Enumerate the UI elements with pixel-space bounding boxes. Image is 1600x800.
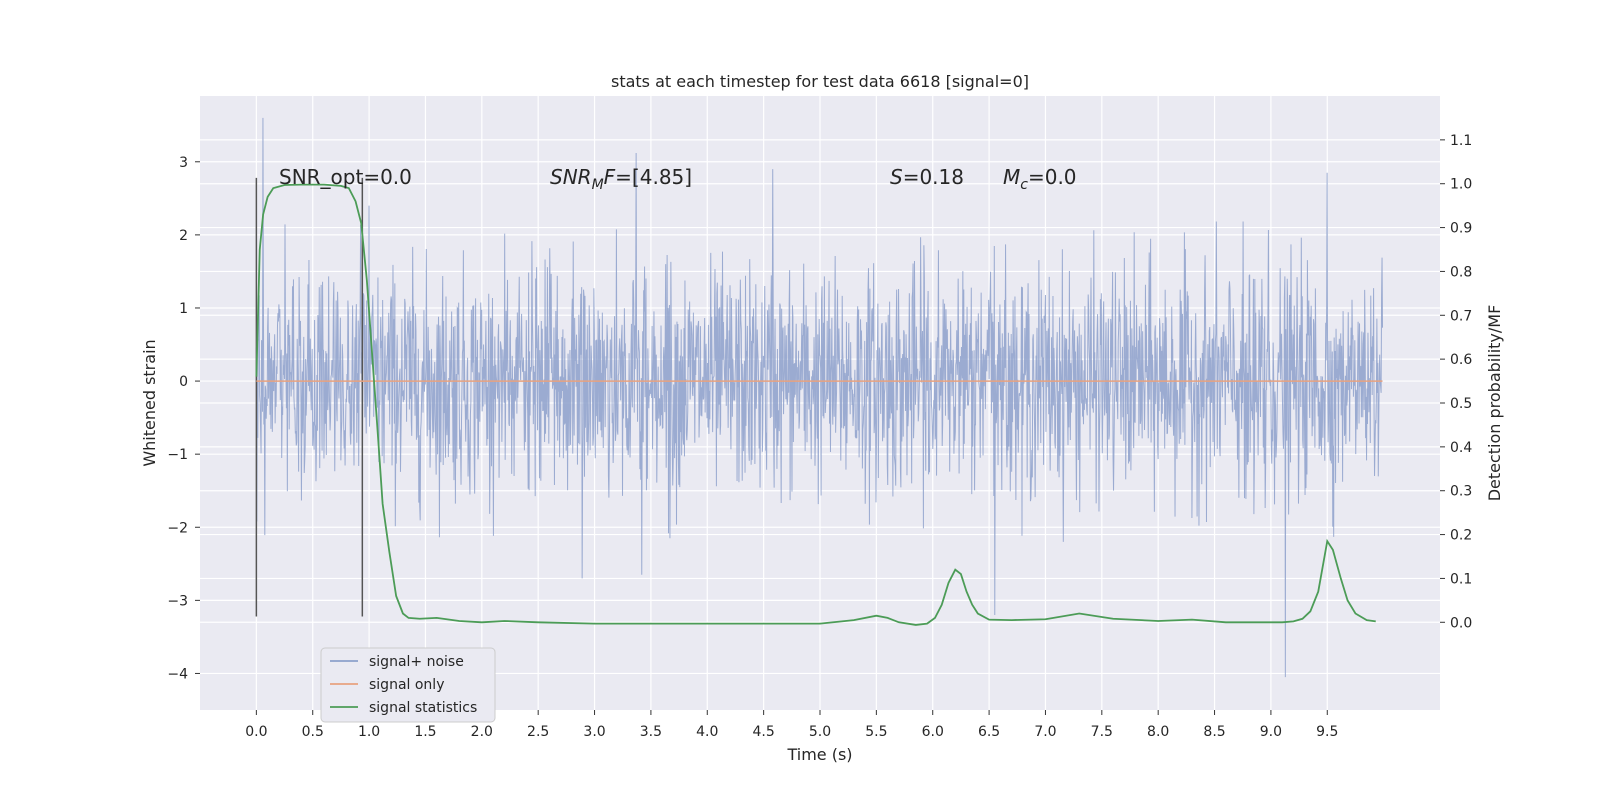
- x-tick-label: 9.5: [1316, 724, 1338, 740]
- y-right-tick-label: 1.1: [1450, 133, 1472, 149]
- y-right-tick-label: 0.2: [1450, 528, 1472, 544]
- annotation-mc: Mc=0.0: [1003, 165, 1077, 193]
- x-tick-label: 5.5: [865, 724, 887, 740]
- legend-label-signal-only: signal only: [369, 677, 444, 693]
- annotation-s: S=0.18: [890, 165, 964, 189]
- y-left-ticks: 3 2 1 0 −1 −2 −3 −4: [167, 155, 200, 682]
- x-tick-label: 4.5: [753, 724, 775, 740]
- y-left-tick-label: −4: [167, 666, 188, 682]
- signal-noise-series: [255, 117, 1384, 678]
- legend-box: [320, 647, 496, 723]
- y-axis-label-right: Detection probability/MF: [1485, 305, 1504, 502]
- x-tick-label: 7.0: [1034, 724, 1056, 740]
- y-left-tick-label: 3: [179, 155, 188, 171]
- y-right-tick-label: 0.7: [1450, 308, 1472, 324]
- y-right-tick-label: 1.0: [1450, 177, 1472, 193]
- signal-statistics-series: [255, 183, 1376, 626]
- x-tick-label: 8.0: [1147, 724, 1169, 740]
- annotation-snr-opt: SNR_opt=0.0: [279, 165, 412, 189]
- y-left-tick-label: −3: [167, 593, 188, 609]
- mc-value: =0.0: [1028, 165, 1077, 189]
- y-right-tick-label: 0.5: [1450, 396, 1472, 412]
- signal-noise-line: [255, 117, 1384, 678]
- y-right-tick-label: 0.1: [1450, 571, 1472, 587]
- x-tick-label: 1.0: [358, 724, 380, 740]
- y-right-tick-label: 0.4: [1450, 440, 1472, 456]
- x-tick-label: 6.0: [922, 724, 944, 740]
- x-tick-label: 3.0: [583, 724, 605, 740]
- y-right-ticks: 1.1 1.0 0.9 0.8 0.7 0.6 0.5 0.4 0.3 0.2 0.1 0.0: [1440, 133, 1472, 631]
- x-tick-label: 2.0: [471, 724, 493, 740]
- y-left-tick-label: 2: [179, 228, 188, 244]
- y-left-tick-label: 0: [179, 374, 188, 390]
- chart-title: stats at each timestep for test data 661…: [611, 72, 1029, 91]
- mc-name: M: [1003, 165, 1020, 189]
- y-left-tick-label: −1: [167, 447, 188, 463]
- x-tick-label: 5.0: [809, 724, 831, 740]
- y-left-tick-label: 1: [179, 301, 188, 317]
- signal-statistics-line: [255, 183, 1376, 626]
- legend: signal+ noise signal only signal statist…: [320, 647, 496, 723]
- grid: [200, 96, 1440, 710]
- y-right-tick-label: 0.9: [1450, 221, 1472, 237]
- y-left-tick-label: −2: [167, 520, 188, 536]
- y-axis-label-left: Whitened strain: [140, 339, 159, 466]
- annotation-snr-mf: SNRMF=[4.85]: [550, 165, 692, 193]
- x-tick-label: 1.5: [414, 724, 436, 740]
- x-tick-label: 2.5: [527, 724, 549, 740]
- y-right-tick-label: 0.3: [1450, 484, 1472, 500]
- legend-label-signal-noise: signal+ noise: [369, 654, 464, 670]
- x-axis-label: Time (s): [786, 745, 852, 764]
- annotations: SNR_opt=0.0 SNRMF=[4.85] S=0.18 Mc=0.0: [279, 165, 1077, 193]
- mc-subscript: c: [1020, 177, 1028, 193]
- snr-mf-name: SNR: [550, 165, 592, 189]
- x-tick-label: 0.0: [245, 724, 267, 740]
- x-tick-label: 9.0: [1260, 724, 1282, 740]
- x-ticks: 0.0 0.5 1.0 1.5 2.0 2.5 3.0 3.5 4.0 4.5 5.0 5.5 6.0 6…: [245, 710, 1338, 740]
- y-right-tick-label: 0.0: [1450, 615, 1472, 631]
- s-value: =0.18: [903, 165, 964, 189]
- snr-mf-tail: F: [604, 165, 616, 189]
- x-tick-label: 8.5: [1203, 724, 1225, 740]
- snr-mf-subscript: M: [592, 177, 604, 193]
- x-tick-label: 6.5: [978, 724, 1000, 740]
- x-tick-label: 4.0: [696, 724, 718, 740]
- x-tick-label: 7.5: [1091, 724, 1113, 740]
- x-tick-label: 3.5: [640, 724, 662, 740]
- vertical-markers: [255, 177, 364, 617]
- y-right-tick-label: 0.8: [1450, 264, 1472, 280]
- x-tick-label: 0.5: [302, 724, 324, 740]
- legend-label-signal-statistics: signal statistics: [369, 700, 477, 716]
- snr-mf-value: =[4.85]: [615, 165, 692, 189]
- y-right-tick-label: 0.6: [1450, 352, 1472, 368]
- s-name: S: [890, 165, 903, 189]
